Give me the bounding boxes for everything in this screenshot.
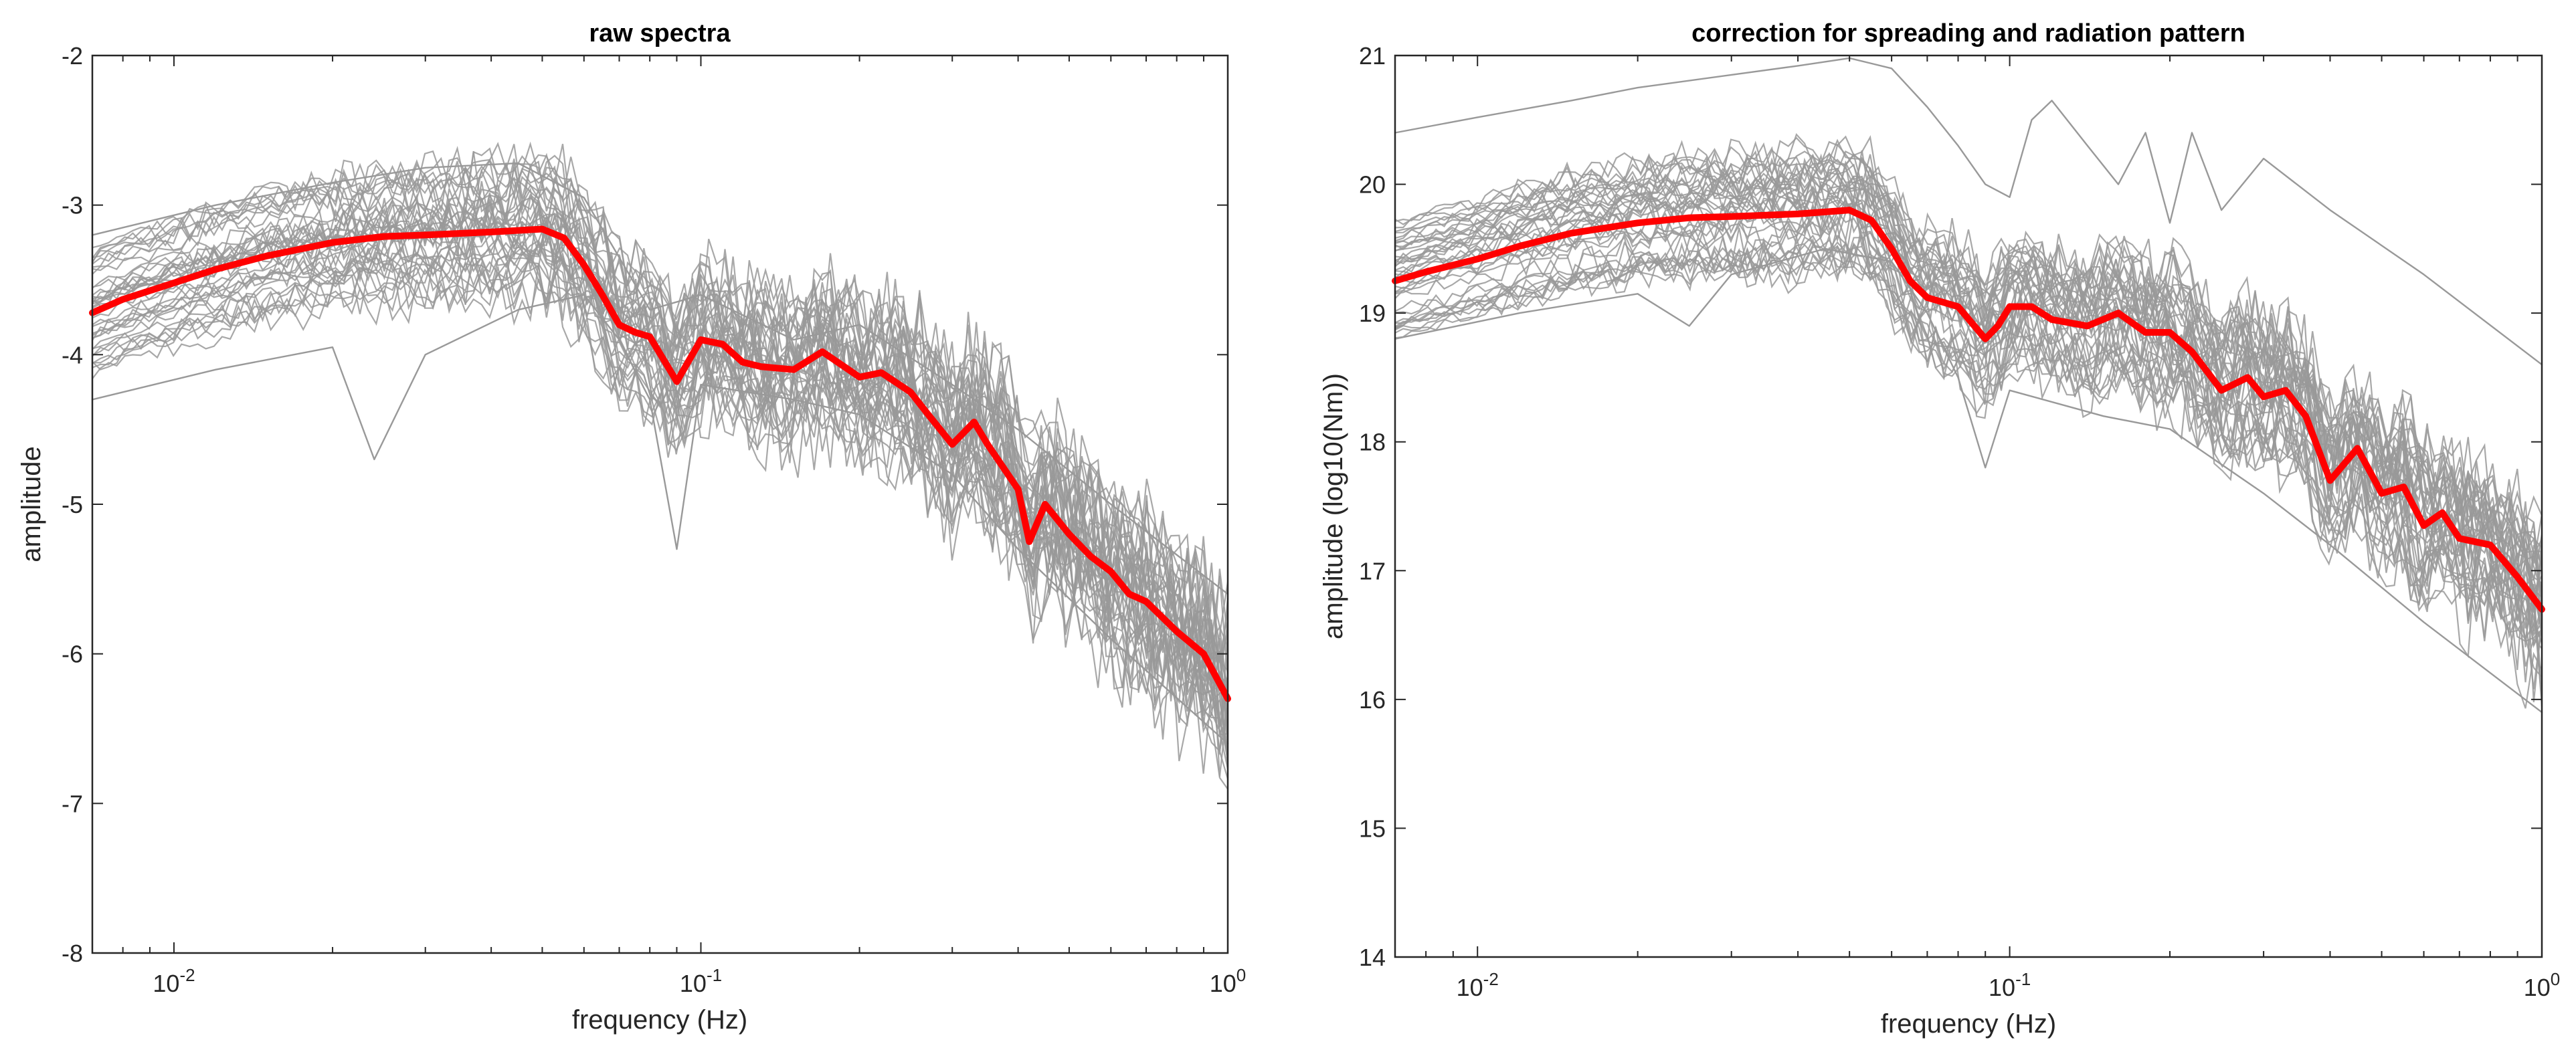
y-tick-label: -6: [62, 641, 83, 668]
spectrum-line: [1394, 233, 2543, 637]
spectrum-line: [92, 251, 1228, 713]
spectrum-line: [91, 294, 1229, 745]
y-axis-label: amplitude (log10(Nm)): [1319, 373, 1348, 639]
x-tick-label: 10-2: [153, 965, 195, 997]
spectrum-line: [1394, 138, 2543, 564]
x-axis-label: frequency (Hz): [1881, 1009, 2056, 1039]
spectrum-line: [1394, 57, 2543, 366]
x-tick-label: 10-1: [1989, 969, 2031, 1001]
spectrum-line: [1394, 247, 2543, 714]
y-tick-label: -3: [62, 192, 83, 219]
mean-spectrum-line: [89, 225, 1231, 702]
y-tick-label: -7: [62, 790, 83, 817]
spectrum-line: [92, 161, 1229, 648]
y-axis-ticks: 14 15 16 17 18 19 20 21: [1359, 42, 2542, 971]
y-tick-label: 16: [1359, 686, 1386, 714]
chart-panel-corrected-spectra: 14 15 16 17 18 19 20 21 10-2 10-1 100 correction …: [1319, 19, 2560, 1039]
chart-title: correction for spreading and radiation p…: [1691, 19, 2245, 47]
spectrum-line: [1394, 209, 2543, 703]
series-lines-corrected: [1392, 57, 2545, 714]
y-tick-label: 21: [1359, 42, 1386, 70]
x-tick-label: 10-1: [680, 965, 722, 997]
y-tick-label: 20: [1359, 171, 1386, 199]
spectrum-line: [92, 189, 1229, 696]
series-lines-raw: [89, 141, 1231, 790]
spectrum-line: [1394, 241, 2543, 643]
x-axis-ticks: 10-2 10-1 100: [1394, 56, 2561, 1001]
plot-area-frame: [1394, 54, 2543, 958]
spectrum-line: [92, 241, 1229, 780]
y-tick-label: 15: [1359, 815, 1386, 842]
chart-panel-raw-spectra: -8 -7 -6 -5 -4 -3 -2 10-2 10-1 100 raw spectra f…: [17, 19, 1246, 1035]
spectrum-line: [92, 216, 1229, 770]
y-axis-label: amplitude: [17, 446, 46, 562]
y-tick-label: 19: [1359, 300, 1386, 327]
spectrum-line: [1394, 176, 2543, 641]
y-tick-label: -4: [62, 341, 83, 368]
y-tick-label: -5: [62, 491, 83, 518]
spectrum-line: [91, 162, 1229, 595]
y-tick-label: -8: [62, 940, 83, 967]
y-tick-label: -2: [62, 42, 83, 70]
spectrum-line: [1394, 132, 2543, 542]
x-tick-label: 100: [2524, 969, 2561, 1001]
spectrum-line: [1394, 167, 2543, 584]
x-axis-ticks: 10-2 10-1 100: [92, 56, 1246, 997]
x-tick-label: 100: [1210, 965, 1247, 997]
chart-title: raw spectra: [589, 19, 731, 47]
spectrum-line: [92, 167, 1229, 686]
y-tick-label: 14: [1359, 944, 1386, 971]
y-tick-label: 18: [1359, 429, 1386, 456]
spectrum-line: [92, 199, 1228, 690]
x-tick-label: 10-2: [1457, 969, 1499, 1001]
spectrum-line: [1394, 150, 2543, 633]
spectrum-line: [1394, 164, 2543, 631]
y-axis-ticks: -8 -7 -6 -5 -4 -3 -2: [62, 42, 1228, 967]
mean-spectrum-line: [1392, 207, 2545, 613]
x-axis-label: frequency (Hz): [572, 1005, 747, 1035]
y-tick-label: 17: [1359, 557, 1386, 585]
